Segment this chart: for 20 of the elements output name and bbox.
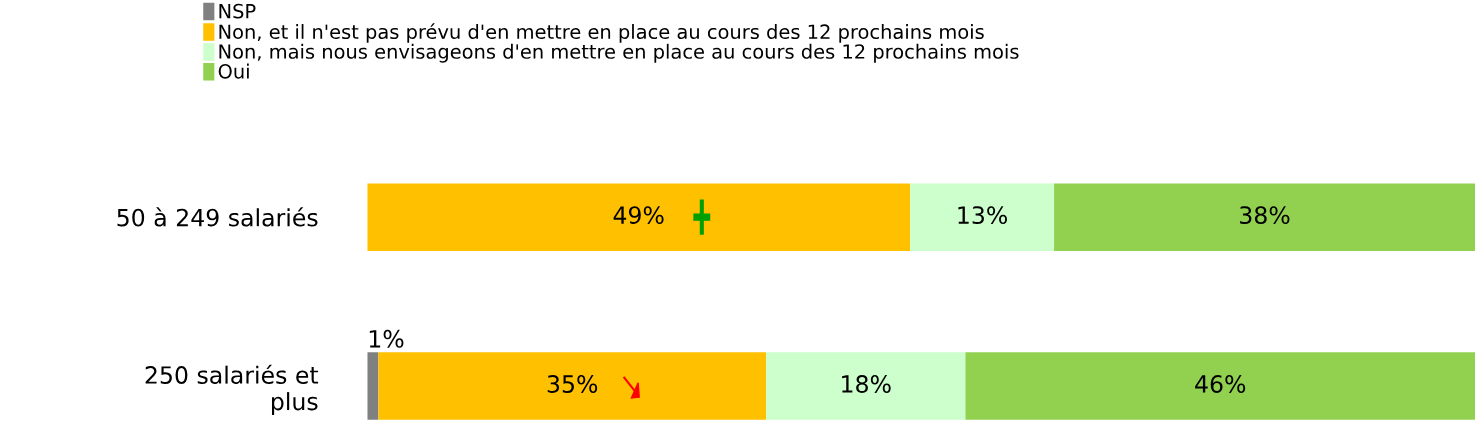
- y-tick-label: 50 à 249 salariés: [117, 207, 318, 227]
- bar: [367, 352, 379, 420]
- y-tick-label: 250 salariés et plus: [145, 364, 319, 415]
- bar: [378, 352, 767, 420]
- data-label: 38%: [1240, 206, 1290, 225]
- legend-label: Non, et il n'est pas prévu d'en mettre en place au cours des 12 prochains mois: [219, 23, 984, 43]
- bar: [965, 352, 1475, 420]
- data-label: 35%: [547, 375, 598, 393]
- bar: [367, 183, 911, 251]
- data-label: 18%: [842, 375, 891, 393]
- legend-label: NSP: [219, 3, 256, 19]
- data-label: 1%: [369, 329, 404, 348]
- data-label: 13%: [958, 206, 1007, 225]
- legend-label: Non, mais nous envisageons d'en mettre en place au cours des 12 prochains mois: [219, 43, 1019, 63]
- bar: [910, 183, 1055, 251]
- bar: [1054, 183, 1475, 251]
- bar: [766, 352, 966, 420]
- data-label: 46%: [1195, 375, 1246, 393]
- legend-label: Oui: [218, 63, 249, 79]
- data-label: 49%: [613, 206, 664, 225]
